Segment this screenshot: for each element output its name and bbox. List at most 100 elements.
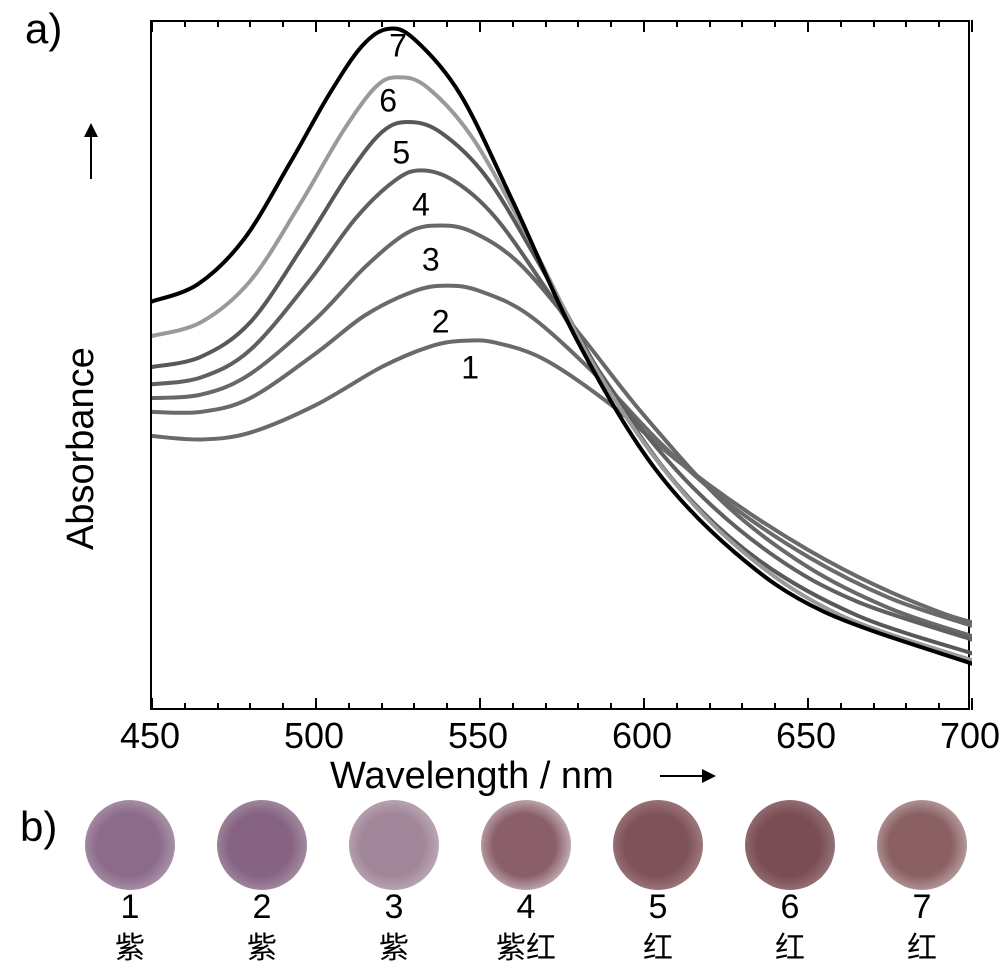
x-tick (315, 20, 317, 32)
panel-a: a) Absorbance 1234567 Wavelength / nm 45… (20, 0, 980, 790)
x-tick-minor (282, 20, 284, 27)
curve-label-1: 1 (461, 350, 479, 387)
panel-b-label: b) (20, 803, 57, 851)
sample-7: 7红 (872, 800, 972, 967)
x-tick-minor (512, 703, 514, 710)
x-tick-minor (249, 703, 251, 710)
x-tick-minor (381, 20, 383, 27)
sample-row: 1紫2紫3紫4紫红5红6红7红 (80, 800, 972, 967)
x-tick-minor (676, 20, 678, 27)
sample-5: 5红 (608, 800, 708, 967)
x-tick-minor (512, 20, 514, 27)
x-tick (151, 20, 153, 32)
x-tick-minor (741, 703, 743, 710)
x-tick (479, 20, 481, 32)
x-tick (151, 698, 153, 710)
x-tick-minor (545, 703, 547, 710)
x-tick-minor (446, 20, 448, 27)
x-tick-label: 650 (776, 715, 836, 757)
x-tick-minor (348, 703, 350, 710)
curve-label-6: 6 (379, 83, 397, 120)
sample-4: 4紫红 (476, 800, 576, 967)
x-tick-minor (184, 703, 186, 710)
sample-number: 4 (517, 888, 536, 927)
x-tick-minor (709, 703, 711, 710)
x-tick-minor (545, 20, 547, 27)
x-tick-minor (577, 703, 579, 710)
x-tick-minor (413, 703, 415, 710)
x-tick-minor (413, 20, 415, 27)
sample-circle (481, 800, 571, 890)
sample-color-text: 紫 (247, 923, 277, 967)
x-axis-label: Wavelength / nm (330, 755, 614, 798)
x-tick-minor (905, 20, 907, 27)
curve-label-5: 5 (392, 135, 410, 172)
x-tick-minor (381, 703, 383, 710)
x-tick (479, 698, 481, 710)
x-tick-minor (217, 20, 219, 27)
spectrum-curve-2 (152, 286, 972, 626)
x-tick-minor (676, 703, 678, 710)
x-tick (643, 698, 645, 710)
sample-number: 3 (385, 888, 404, 927)
x-tick-minor (873, 20, 875, 27)
x-tick-minor (249, 20, 251, 27)
sample-color-text: 红 (643, 923, 673, 967)
x-tick-minor (610, 703, 612, 710)
x-tick (807, 698, 809, 710)
x-tick-minor (217, 703, 219, 710)
x-tick-minor (741, 20, 743, 27)
sample-number: 2 (253, 888, 272, 927)
x-tick-label: 450 (120, 715, 180, 757)
curve-label-2: 2 (432, 304, 450, 341)
spectrum-curve-4 (152, 170, 972, 639)
x-tick-label: 500 (284, 715, 344, 757)
sample-circle (613, 800, 703, 890)
x-tick-minor (184, 20, 186, 27)
sample-number: 1 (121, 888, 140, 927)
spectrum-curve-7 (152, 28, 972, 663)
x-tick-minor (446, 703, 448, 710)
sample-color-text: 红 (775, 923, 805, 967)
x-tick-minor (348, 20, 350, 27)
sample-color-text: 红 (907, 923, 937, 967)
x-tick (971, 20, 973, 32)
y-axis-arrow-icon (90, 135, 92, 179)
sample-color-text: 紫 (115, 923, 145, 967)
x-tick-label: 700 (940, 715, 1000, 757)
x-tick-minor (938, 703, 940, 710)
panel-b: b) 1紫2紫3紫4紫红5红6红7红 (20, 800, 980, 955)
x-axis-arrow-icon (660, 775, 704, 777)
x-tick-minor (905, 703, 907, 710)
x-tick-minor (774, 20, 776, 27)
x-tick-minor (577, 20, 579, 27)
sample-2: 2紫 (212, 800, 312, 967)
sample-circle (349, 800, 439, 890)
x-tick (315, 698, 317, 710)
panel-a-label: a) (25, 5, 62, 53)
sample-number: 7 (913, 888, 932, 927)
curve-label-4: 4 (412, 186, 430, 223)
x-tick-minor (938, 20, 940, 27)
x-tick (807, 20, 809, 32)
sample-3: 3紫 (344, 800, 444, 967)
sample-circle (85, 800, 175, 890)
x-tick-label: 550 (448, 715, 508, 757)
spectra-chart: 12 3 45 6 7 (150, 20, 970, 710)
sample-number: 5 (649, 888, 668, 927)
curve-label-3: 3 (422, 242, 440, 279)
sample-color-text: 紫红 (496, 923, 556, 967)
x-tick-minor (610, 20, 612, 27)
sample-circle (877, 800, 967, 890)
x-tick-label: 600 (612, 715, 672, 757)
x-tick-minor (709, 20, 711, 27)
x-tick-minor (282, 703, 284, 710)
sample-number: 6 (781, 888, 800, 927)
x-tick (643, 20, 645, 32)
x-tick (971, 698, 973, 710)
sample-6: 6红 (740, 800, 840, 967)
sample-color-text: 紫 (379, 923, 409, 967)
curve-label-7: 7 (389, 28, 407, 65)
sample-circle (217, 800, 307, 890)
x-tick-minor (873, 703, 875, 710)
